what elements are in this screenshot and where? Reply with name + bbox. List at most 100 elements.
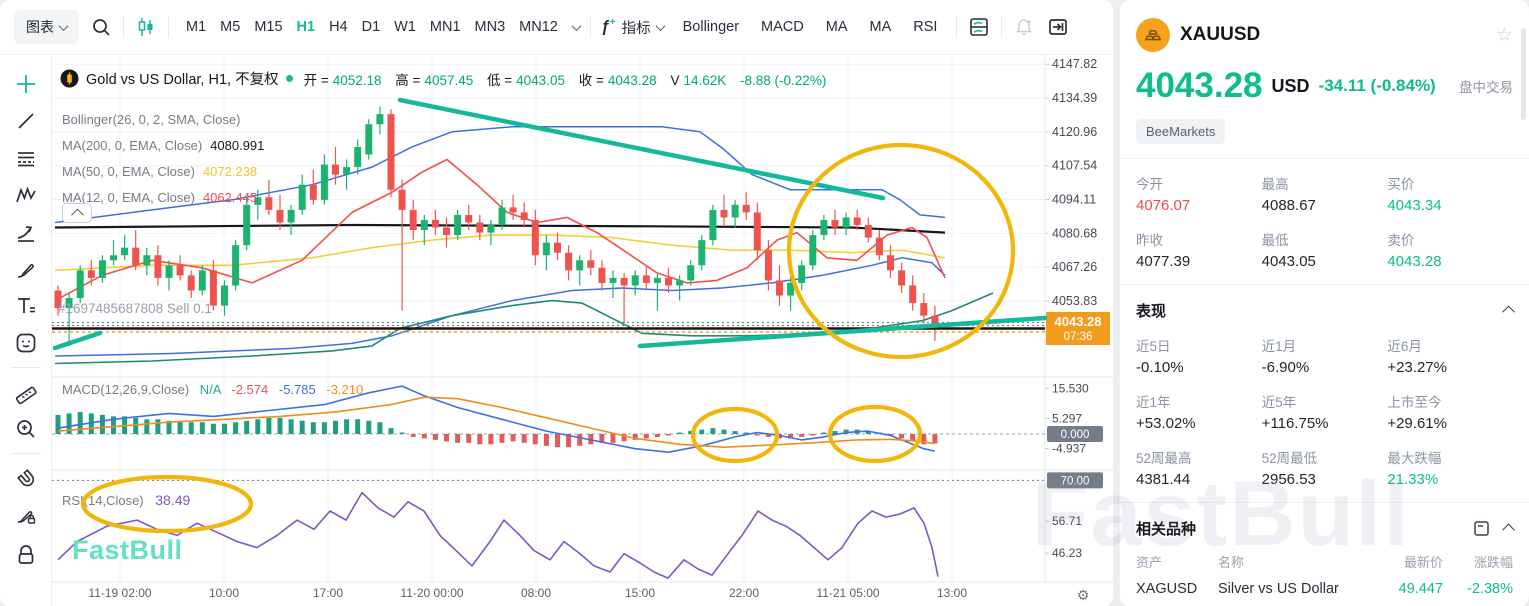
overlay-value: 4072.238 [202, 164, 258, 179]
magnet-tool-icon[interactable] [13, 465, 39, 491]
related-col-header: 最新价 [1403, 555, 1443, 570]
stat-label: 最大跌幅 [1387, 451, 1442, 466]
zoom-in-tool-icon[interactable] [13, 416, 39, 442]
svg-text:10:00: 10:00 [209, 586, 239, 600]
divider [1120, 158, 1529, 159]
svg-text:08:00: 08:00 [521, 586, 551, 600]
timeframe-h4[interactable]: H4 [329, 19, 348, 35]
volume-label: V [670, 72, 680, 88]
symbol-header-row: XAUUSD ☆ [1136, 18, 1513, 52]
timeframe-d1[interactable]: D1 [361, 19, 381, 35]
indicator-shortcut-rsi-4[interactable]: RSI [913, 19, 938, 35]
svg-text:70.00: 70.00 [1061, 475, 1090, 487]
overlay-value: 4062.445 [202, 190, 258, 205]
chart-title: Gold vs US Dollar, H1, 不复权 [86, 72, 279, 88]
collapse-panel-icon[interactable] [1046, 15, 1070, 39]
timeframe-m5[interactable]: M5 [220, 19, 241, 35]
macd-value-3: -3.210 [326, 382, 364, 397]
timeframe-mn12[interactable]: MN12 [519, 19, 558, 35]
stat-label: 近1月 [1261, 339, 1297, 354]
indicators-menu-button[interactable]: ƒ+ 指标 [601, 17, 666, 38]
ruler-tool-icon[interactable] [13, 379, 39, 405]
timeframe-m1[interactable]: M1 [186, 19, 207, 35]
related-col-header: 名称 [1218, 555, 1245, 570]
chart-menu-button[interactable]: 图表 [14, 10, 79, 44]
performance-stat: 近6月 +23.27% [1387, 335, 1513, 376]
overlay-row-2: MA(50, 0, EMA, Close) 4072.238 [62, 164, 257, 179]
svg-text:11-20 00:00: 11-20 00:00 [400, 586, 463, 600]
stat-label: 52周最低 [1261, 451, 1318, 466]
svg-text:11-19 02:00: 11-19 02:00 [88, 586, 151, 600]
stat-label: 卖价 [1387, 233, 1415, 248]
svg-text:4094.11: 4094.11 [1052, 193, 1096, 207]
performance-grid: 近5日 -0.10% 近1月 -6.90% 近6月 +23.27% 近1年 +53.02% 近5… [1136, 335, 1513, 488]
related-col-header: 资产 [1136, 555, 1163, 570]
close-label: 收 = [578, 72, 604, 88]
divider [1001, 16, 1003, 38]
drawing-lock-tool-icon[interactable] [13, 502, 39, 528]
text-tool-icon[interactable] [13, 293, 39, 319]
sidebar-scrollbar[interactable] [1521, 28, 1526, 120]
related-row[interactable]: XAGUSD Silver vs US Dollar 49.447 -2.38% [1136, 571, 1513, 597]
stat-label: 近5年 [1261, 395, 1297, 410]
stat-value: +53.02% [1136, 415, 1196, 432]
currency-label: USD [1271, 75, 1310, 96]
indicator-shortcut-macd-1[interactable]: MACD [761, 19, 804, 35]
last-price: 4043.28 [1136, 66, 1263, 105]
favorite-star-icon[interactable]: ☆ [1495, 24, 1513, 46]
related-price: 49.447 [1398, 581, 1443, 597]
overlay-label: MA(12, 0, EMA, Close) [62, 190, 195, 205]
stat-label: 近1年 [1136, 395, 1171, 410]
trendline-tool-icon[interactable] [13, 108, 39, 134]
collapse-indicators-button[interactable] [62, 203, 92, 223]
stat-value: 4043.05 [1261, 253, 1316, 270]
lock-tool-icon[interactable] [13, 539, 39, 565]
quote-stat: 昨收 4077.39 [1136, 229, 1262, 270]
fibonacci-tool-icon[interactable] [13, 145, 39, 171]
brush-tool-icon[interactable] [13, 256, 39, 282]
crosshair-tool-icon[interactable] [13, 71, 39, 97]
timeframe-m15[interactable]: M15 [254, 19, 283, 35]
chart-menu-label: 图表 [26, 19, 54, 35]
svg-text:0.000: 0.000 [1061, 429, 1090, 441]
broker-badge[interactable]: BeeMarkets [1136, 119, 1226, 144]
related-change: -2.38% [1467, 581, 1513, 597]
svg-text:4053.83: 4053.83 [1052, 294, 1097, 308]
overlay-value: 4080.991 [210, 138, 265, 153]
related-col-header: 涨跌幅 [1473, 555, 1513, 570]
price-row: 4043.28 USD -34.11 (-0.84%) 盘中交易 [1136, 66, 1513, 106]
chart-symbol-header: Gold vs US Dollar, H1, 不复权 开 = 4052.18 高 … [60, 68, 826, 89]
indicator-shortcut-ma-3[interactable]: MA [869, 19, 892, 35]
multichart-layout-icon[interactable] [967, 15, 991, 39]
candlestick-style-icon[interactable] [134, 15, 158, 39]
related-section-header: 相关品种 [1136, 518, 1515, 539]
related-list-icon[interactable] [1473, 520, 1490, 537]
indicator-shortcut-bollinger-0[interactable]: Bollinger [682, 19, 740, 35]
timeframe-mn1[interactable]: MN1 [429, 19, 461, 35]
timeframe-h1[interactable]: H1 [296, 19, 316, 35]
change-value: -8.88 (-0.22%) [740, 72, 827, 88]
rsi-label: RSI(14,Close) [62, 493, 144, 508]
search-icon[interactable] [89, 15, 113, 39]
projection-arrow-tool-icon[interactable] [13, 219, 39, 245]
chevron-up-icon[interactable] [1502, 523, 1515, 537]
divider [589, 16, 591, 38]
timeframe-w1[interactable]: W1 [394, 19, 416, 35]
low-value: 4043.05 [516, 72, 565, 88]
stat-label: 最低 [1261, 233, 1289, 248]
chevron-up-icon[interactable] [1502, 305, 1515, 319]
quote-stats-grid: 今开 4076.07 最高 4088.67 买价 4043.34 昨收 4077.39 最低 40… [1136, 173, 1513, 270]
chart-toolbar: 图表 M1 M5 M15 H1 H4 D1 W1 MN1 MN3 MN12 ƒ+ 指标 Bolli… [0, 0, 1113, 55]
svg-text:4107.54: 4107.54 [1052, 159, 1097, 173]
alert-bell-icon[interactable] [1012, 15, 1036, 39]
timeframe-mn3[interactable]: MN3 [474, 19, 506, 35]
timeframe-more-chevron-icon[interactable] [571, 20, 582, 31]
stat-value: 4043.28 [1387, 253, 1442, 270]
emoji-tool-icon[interactable] [13, 330, 39, 356]
chart-region[interactable]: 11-19 02:00 10:00 17:00 11-20 00:00 08:00 15:… [52, 55, 1113, 606]
indicator-shortcut-ma-2[interactable]: MA [825, 19, 848, 35]
svg-text:07:36: 07:36 [1064, 331, 1093, 343]
pattern-tool-icon[interactable] [13, 182, 39, 208]
svg-text:11-21 05:00: 11-21 05:00 [816, 586, 879, 600]
stat-label: 近6月 [1387, 339, 1422, 354]
